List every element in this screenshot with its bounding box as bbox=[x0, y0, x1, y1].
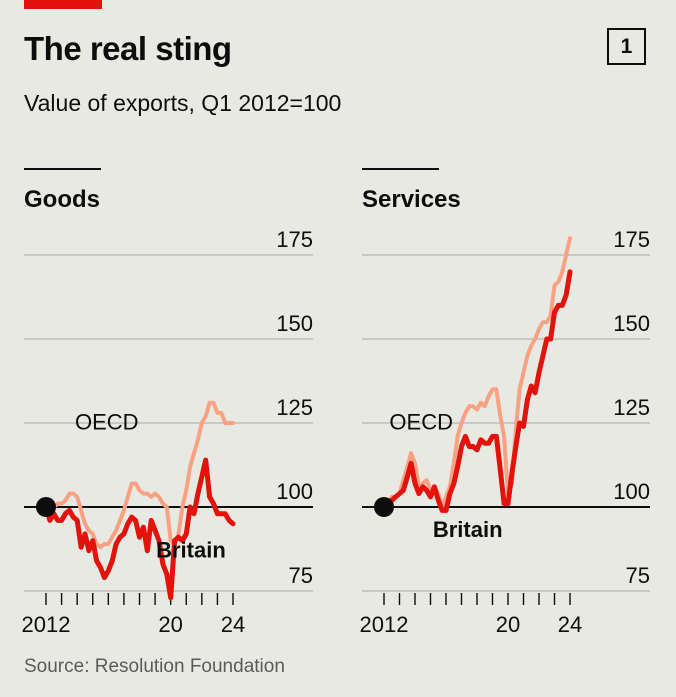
goods-series-label: Britain bbox=[156, 537, 226, 562]
goods-xtick-label: 24 bbox=[221, 612, 245, 637]
goods-ytick-label: 100 bbox=[276, 479, 313, 504]
goods-panel-title: Goods bbox=[24, 186, 100, 213]
goods-ytick-label: 125 bbox=[276, 395, 313, 420]
goods-series-oecd bbox=[44, 400, 235, 550]
services-xtick-label: 24 bbox=[558, 612, 582, 637]
goods-ytick-label: 150 bbox=[276, 311, 313, 336]
services-series-label: OECD bbox=[389, 410, 453, 435]
goods-base-point bbox=[36, 497, 56, 517]
services-base-point bbox=[374, 497, 394, 517]
services-series-label: Britain bbox=[433, 517, 503, 542]
services-ytick-label: 125 bbox=[613, 395, 650, 420]
services-ytick-label: 75 bbox=[626, 563, 650, 588]
chart-subtitle: Value of exports, Q1 2012=100 bbox=[24, 90, 342, 116]
source-note: Source: Resolution Foundation bbox=[24, 656, 285, 677]
chart-number-badge: 1 bbox=[607, 28, 646, 65]
services-series-oecd bbox=[382, 236, 572, 509]
goods-ytick-label: 75 bbox=[289, 563, 313, 588]
services-series-britain bbox=[381, 269, 573, 513]
services-ytick-label: 175 bbox=[613, 227, 650, 252]
goods-series-label: OECD bbox=[75, 410, 139, 435]
services-xtick-label: 20 bbox=[496, 612, 520, 637]
goods-xtick-label: 20 bbox=[158, 612, 182, 637]
goods-xtick-label: 2012 bbox=[22, 612, 71, 637]
chart-title: The real sting bbox=[24, 30, 232, 67]
brand-bar bbox=[24, 0, 102, 9]
services-panel-title: Services bbox=[362, 186, 461, 213]
services-panel-rule bbox=[362, 168, 439, 170]
services-xtick-label: 2012 bbox=[360, 612, 409, 637]
services-ytick-label: 100 bbox=[613, 479, 650, 504]
goods-ytick-label: 175 bbox=[276, 227, 313, 252]
goods-panel-rule bbox=[24, 168, 101, 170]
services-ytick-label: 150 bbox=[613, 311, 650, 336]
goods-series-britain bbox=[43, 457, 236, 601]
